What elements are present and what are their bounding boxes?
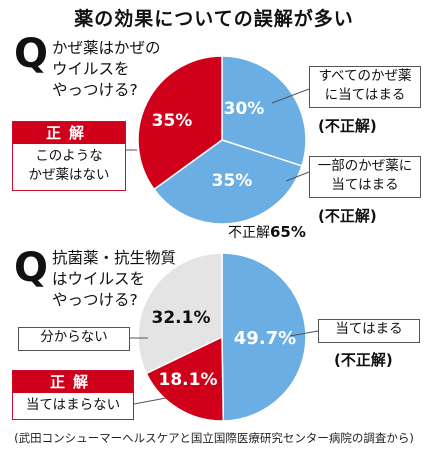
pie2-label-yes: 当てはまる: [318, 319, 420, 343]
question-1: かぜ薬はかぜの ウイルスを やっつける?: [52, 39, 161, 99]
pie2-leader-no: [133, 397, 167, 405]
pie1-slice-all-cold: [221, 55, 307, 167]
pie1-tag-some-cold: (不正解): [318, 207, 377, 225]
pie2-value-unknown: 32.1%: [152, 308, 211, 328]
pie2-value-yes: 49.7%: [234, 328, 296, 349]
pie2-tag-yes: (不正解): [334, 351, 393, 369]
question-2: 抗菌薬・抗生物質 はウイルスを やっつける?: [52, 249, 177, 309]
pie2-label-unknown: 分からない: [18, 327, 130, 351]
pie1-correct-head: 正解: [13, 122, 125, 144]
pie1-tag-all-cold: (不正解): [318, 117, 377, 135]
pie2-label-no: 当てはまらない: [25, 397, 121, 413]
pie1-leader-some-cold: [285, 171, 310, 182]
q-mark-1: Q: [14, 31, 49, 77]
pie2-slice-yes: [221, 252, 307, 422]
pie1-leader-all-cold: [271, 88, 310, 104]
pie1-incorrect-total-value: 65%: [270, 223, 306, 241]
pie1-value-none: 35%: [152, 111, 193, 131]
pie2-slice-unknown: [137, 252, 223, 375]
pie1-label-all-cold: すべてのかぜ薬 に当てはまる: [309, 66, 421, 108]
pie1-label-some-cold: 一部のかぜ薬に 当てはまる: [309, 156, 421, 198]
pie1-value-some-cold: 35%: [212, 171, 253, 191]
pie1-incorrect-total: 不正解65%: [228, 222, 306, 242]
pie2-value-no: 18.1%: [159, 370, 218, 390]
pie1-label-none: このような かぜ薬はない: [28, 148, 110, 183]
pie2-leader-yes: [289, 330, 319, 337]
chart-title: 薬の効果についての誤解が多い: [74, 8, 354, 30]
pie1-value-all-cold: 30%: [224, 99, 265, 119]
pie1-correct-callout: 正解 このような かぜ薬はない: [12, 121, 126, 191]
pie1-slice-some-cold: [152, 139, 303, 225]
pie2-correct-head: 正解: [13, 371, 133, 393]
pie2-slice-no: [145, 335, 225, 422]
pie2-correct-callout: 正解 当てはまらない: [12, 370, 134, 420]
q-mark-2: Q: [14, 245, 49, 291]
source-note: (武田コンシューマーヘルスケアと国立国際医療研究センター病院の調査から): [14, 431, 414, 445]
pie1-incorrect-total-label: 不正解: [228, 225, 270, 241]
pie1-slice-none: [137, 55, 223, 191]
